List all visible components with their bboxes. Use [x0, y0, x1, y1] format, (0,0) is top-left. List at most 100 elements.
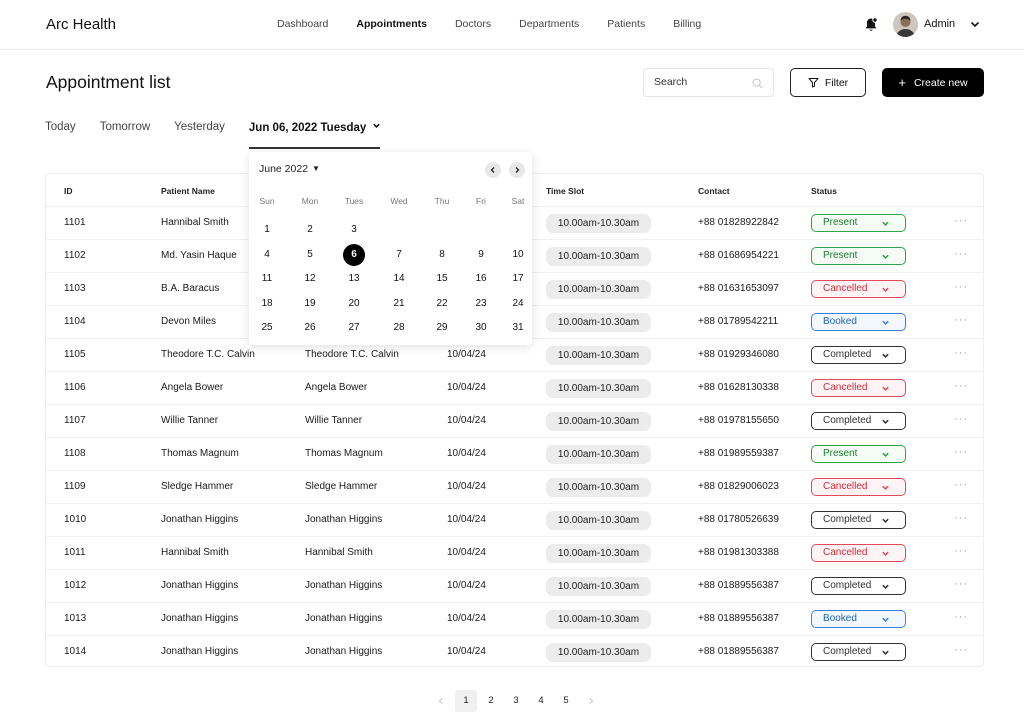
more-horizontal-icon[interactable]: ··· — [954, 644, 968, 656]
calendar-day[interactable]: 23 — [475, 298, 487, 309]
avatar[interactable] — [893, 12, 918, 37]
table-row[interactable]: 1108 Thomas Magnum Thomas Magnum 10/04/24 10… — [46, 438, 983, 471]
more-horizontal-icon[interactable]: ··· — [954, 215, 968, 227]
status-dropdown[interactable]: Completed — [811, 511, 906, 529]
table-row[interactable]: 1105 Theodore T.C. Calvin Theodore T.C. Ca… — [46, 339, 983, 372]
calendar-day[interactable]: 16 — [475, 273, 487, 284]
calendar-day[interactable]: 4 — [264, 249, 270, 260]
calendar-day[interactable]: 11 — [261, 273, 273, 284]
status-dropdown[interactable]: Booked — [811, 610, 906, 628]
date-tab-today[interactable]: Today — [45, 121, 76, 149]
status-dropdown[interactable]: Cancelled — [811, 544, 906, 562]
calendar-next-button[interactable] — [509, 162, 525, 178]
status-dropdown[interactable]: Completed — [811, 643, 906, 661]
calendar-day[interactable]: 26 — [304, 322, 316, 333]
table-row[interactable]: 1010 Jonathan Higgins Jonathan Higgins 10/0… — [46, 504, 983, 537]
calendar-day[interactable]: 9 — [478, 249, 484, 260]
status-dropdown[interactable]: Cancelled — [811, 379, 906, 397]
nav-item-departments[interactable]: Departments — [519, 18, 580, 30]
calendar-month-selector[interactable]: June 2022 ▼ — [259, 163, 320, 175]
calendar-day[interactable]: 15 — [436, 273, 448, 284]
status-dropdown[interactable]: Completed — [811, 346, 906, 364]
nav-item-appointments[interactable]: Appointments — [356, 18, 427, 30]
calendar-day[interactable]: 1 — [264, 224, 270, 235]
table-row[interactable]: 1013 Jonathan Higgins Jonathan Higgins 10/0… — [46, 603, 983, 636]
status-dropdown[interactable]: Present — [811, 247, 906, 265]
table-row[interactable]: 1014 Jonathan Higgins Jonathan Higgins 10/0… — [46, 636, 983, 669]
calendar-day[interactable]: 8 — [439, 249, 445, 260]
pagination-next-button[interactable] — [580, 690, 602, 712]
page-number[interactable]: 2 — [488, 695, 494, 706]
chevron-down-icon[interactable] — [969, 18, 981, 30]
calendar-day[interactable]: 18 — [261, 298, 273, 309]
more-horizontal-icon[interactable]: ··· — [954, 479, 968, 491]
status-dropdown[interactable]: Completed — [811, 577, 906, 595]
nav-item-billing[interactable]: Billing — [673, 18, 702, 30]
calendar-day[interactable]: 20 — [348, 298, 360, 309]
more-horizontal-icon[interactable]: ··· — [954, 611, 968, 623]
table-row[interactable]: 1109 Sledge Hammer Sledge Hammer 10/04/24 10… — [46, 471, 983, 504]
calendar-day[interactable]: 30 — [475, 322, 487, 333]
search-box[interactable] — [643, 68, 774, 97]
calendar-day[interactable]: 25 — [261, 322, 273, 333]
calendar-day[interactable]: 5 — [307, 249, 313, 260]
calendar-day[interactable]: 13 — [348, 273, 360, 284]
more-horizontal-icon[interactable]: ··· — [954, 380, 968, 392]
status-dropdown[interactable]: Cancelled — [811, 478, 906, 496]
status-dropdown[interactable]: Present — [811, 214, 906, 232]
table-row[interactable]: 1106 Angela Bower Angela Bower 10/04/24 10.0… — [46, 372, 983, 405]
nav-item-dashboard[interactable]: Dashboard — [277, 18, 329, 30]
calendar-day[interactable]: 22 — [436, 298, 448, 309]
more-horizontal-icon[interactable]: ··· — [954, 347, 968, 359]
calendar-day[interactable]: 17 — [512, 273, 524, 284]
user-name[interactable]: Admin — [924, 18, 956, 30]
calendar-day[interactable]: 24 — [512, 298, 524, 309]
calendar-day[interactable]: 2 — [307, 224, 313, 235]
calendar-day-selected[interactable]: 6 — [343, 244, 365, 266]
status-dropdown[interactable]: Present — [811, 445, 906, 463]
page-number[interactable]: 4 — [538, 695, 544, 706]
calendar-day[interactable]: 29 — [436, 322, 448, 333]
more-horizontal-icon[interactable]: ··· — [954, 413, 968, 425]
pagination-prev-button[interactable] — [430, 690, 452, 712]
calendar-day[interactable]: 3 — [351, 224, 357, 235]
table-row[interactable]: 1012 Jonathan Higgins Jonathan Higgins 10/0… — [46, 570, 983, 603]
time-slot-badge: 10.00am-10.30am — [546, 247, 651, 266]
date-tab-selected-date[interactable]: Jun 06, 2022 Tuesday — [248, 121, 381, 149]
search-input[interactable] — [654, 76, 746, 88]
bell-icon[interactable] — [864, 17, 878, 33]
date-tab-yesterday[interactable]: Yesterday — [174, 121, 225, 149]
calendar-day[interactable]: 12 — [304, 273, 316, 284]
calendar-day[interactable]: 7 — [396, 249, 402, 260]
status-dropdown[interactable]: Completed — [811, 412, 906, 430]
more-horizontal-icon[interactable]: ··· — [954, 512, 968, 524]
table-row[interactable]: 1107 Willie Tanner Willie Tanner 10/04/24 10… — [46, 405, 983, 438]
search-icon[interactable] — [752, 78, 763, 89]
brand-logo[interactable]: Arc Health — [46, 16, 117, 33]
more-horizontal-icon[interactable]: ··· — [954, 578, 968, 590]
page-number[interactable]: 5 — [563, 695, 569, 706]
more-horizontal-icon[interactable]: ··· — [954, 281, 968, 293]
page-number[interactable]: 3 — [513, 695, 519, 706]
more-horizontal-icon[interactable]: ··· — [954, 446, 968, 458]
calendar-prev-button[interactable] — [485, 162, 501, 178]
calendar-day[interactable]: 19 — [304, 298, 316, 309]
calendar-day[interactable]: 28 — [393, 322, 405, 333]
calendar-day[interactable]: 31 — [512, 322, 524, 333]
date-tab-tomorrow[interactable]: Tomorrow — [100, 121, 150, 149]
status-dropdown[interactable]: Booked — [811, 313, 906, 331]
create-new-button[interactable]: + Create new — [882, 68, 984, 97]
calendar-day[interactable]: 27 — [348, 322, 360, 333]
more-horizontal-icon[interactable]: ··· — [954, 545, 968, 557]
calendar-day[interactable]: 14 — [393, 273, 405, 284]
nav-item-doctors[interactable]: Doctors — [454, 18, 492, 30]
status-dropdown[interactable]: Cancelled — [811, 280, 906, 298]
nav-item-patients[interactable]: Patients — [607, 18, 646, 30]
filter-button[interactable]: Filter — [790, 68, 866, 97]
page-current[interactable]: 1 — [455, 690, 477, 712]
more-horizontal-icon[interactable]: ··· — [954, 248, 968, 260]
table-row[interactable]: 1011 Hannibal Smith Hannibal Smith 10/04/24… — [46, 537, 983, 570]
calendar-day[interactable]: 10 — [512, 249, 524, 260]
calendar-day[interactable]: 21 — [393, 298, 405, 309]
more-horizontal-icon[interactable]: ··· — [954, 314, 968, 326]
